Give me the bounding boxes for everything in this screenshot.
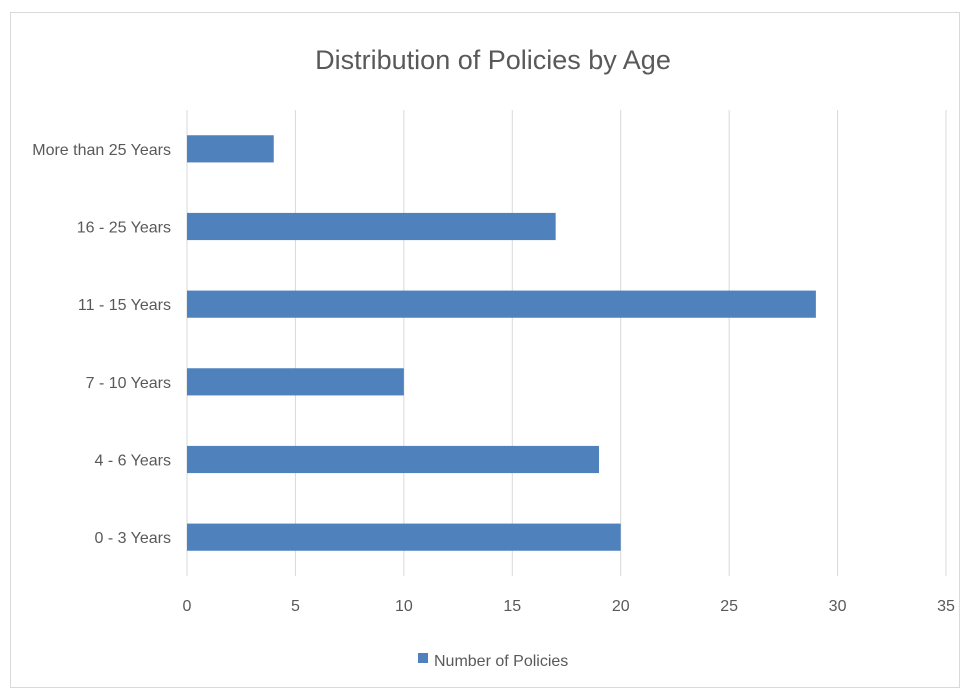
category-label: 16 - 25 Years: [77, 220, 171, 237]
category-label: 4 - 6 Years: [95, 453, 172, 470]
x-tick-label: 35: [937, 598, 955, 615]
legend-swatch: [418, 653, 428, 663]
x-tick-label: 30: [829, 598, 847, 615]
chart-frame: [10, 12, 960, 688]
bar: [187, 445, 600, 474]
category-label: 11 - 15 Years: [78, 297, 171, 314]
bar: [187, 135, 274, 163]
legend: Number of Policies: [418, 653, 568, 670]
bars: [187, 135, 816, 551]
chart-title: Distribution of Policies by Age: [315, 45, 671, 75]
x-tick-labels: 0 5 10 15 20 25 30 35: [183, 598, 955, 615]
bar: [187, 212, 556, 241]
x-tick-label: 20: [612, 598, 630, 615]
category-labels: 0 - 3 Years 4 - 6 Years 7 - 10 Years 11 - 1…: [32, 142, 171, 547]
bar: [187, 523, 621, 551]
legend-label: Number of Policies: [434, 653, 568, 670]
category-label: 7 - 10 Years: [86, 375, 171, 392]
category-label: More than 25 Years: [32, 142, 171, 159]
x-tick-label: 25: [720, 598, 738, 615]
bar: [187, 290, 816, 318]
x-tick-label: 0: [183, 598, 192, 615]
gridlines: [186, 110, 947, 576]
x-tick-label: 15: [503, 598, 521, 615]
category-label: 0 - 3 Years: [95, 530, 172, 547]
bar: [187, 368, 404, 396]
x-tick-label: 5: [291, 598, 300, 615]
x-tick-label: 10: [395, 598, 413, 615]
